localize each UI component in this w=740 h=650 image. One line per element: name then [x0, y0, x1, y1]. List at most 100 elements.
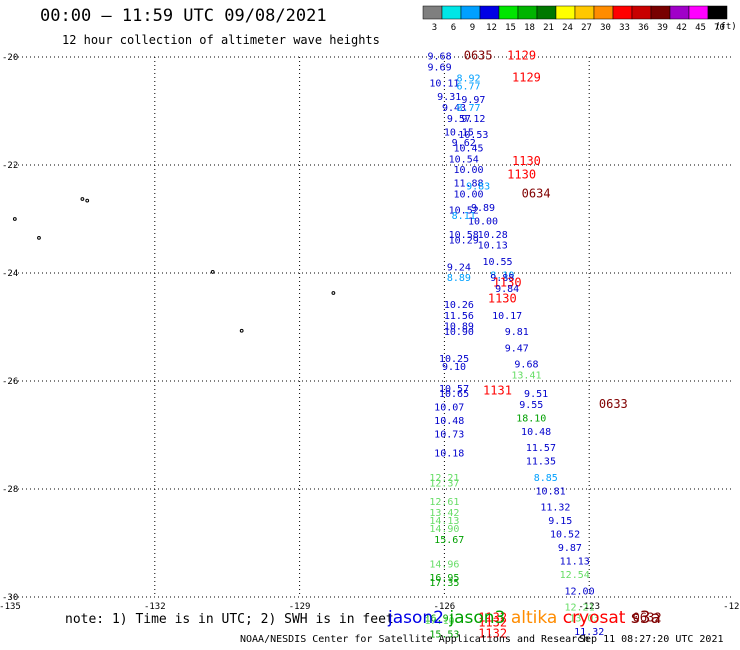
legend-swatch	[593, 5, 614, 20]
wave-height-label: 10.53	[458, 130, 488, 141]
x-tick-label: -120	[723, 602, 740, 612]
satellite-cryosat: cryosat	[562, 608, 626, 628]
wave-height-label: 9.97	[461, 95, 485, 106]
wave-height-label: 15.53	[429, 630, 459, 641]
legend-swatch-label: 9	[470, 23, 475, 33]
wave-height-label: 10.07	[434, 403, 464, 414]
legend-swatch	[612, 5, 633, 20]
wave-height-label: 8.92	[456, 73, 480, 84]
wave-height-label: 13.42	[429, 508, 459, 519]
wave-height-label: 9.89	[471, 203, 495, 214]
island-marker	[210, 270, 215, 274]
x-tick-label: -135	[0, 602, 21, 612]
wave-height-label: 10.73	[434, 430, 464, 441]
legend-swatch-label: 36	[638, 23, 649, 33]
wave-height-label: 9.43	[442, 103, 466, 114]
legend-unit: (ft)	[715, 22, 737, 32]
x-tick-label: -126	[434, 602, 456, 612]
wave-height-label: 10.89	[444, 322, 474, 333]
footer-timestamp: Sep 11 08:27:20 UTC 2021	[579, 634, 724, 645]
wave-height-label: 9.47	[505, 343, 529, 354]
wave-height-label: 10.00	[468, 216, 498, 227]
wave-height-label: 10.11	[429, 79, 459, 90]
y-tick-label: -28	[2, 485, 18, 495]
wave-height-label: 11.57	[526, 443, 556, 454]
wave-height-label: 1132	[478, 610, 507, 624]
wave-height-label: 12.54	[560, 570, 590, 581]
wave-height-label: 1130	[507, 168, 536, 182]
wave-height-label: 10.52	[449, 206, 479, 217]
legend-swatch-label: 39	[657, 23, 668, 33]
wave-height-label: 12.21	[429, 473, 459, 484]
legend-swatch	[422, 5, 443, 20]
wave-height-label: 16.95	[429, 573, 459, 584]
wave-height-label: 9.81	[505, 327, 529, 338]
chart-subtitle: 12 hour collection of altimeter wave hei…	[62, 33, 380, 47]
wave-height-label: 10.18	[434, 449, 464, 460]
wave-height-label: 8.11	[452, 211, 476, 222]
x-tick-label: -129	[289, 602, 311, 612]
x-tick-label: -123	[578, 602, 600, 612]
legend-swatch-label: 15	[505, 23, 516, 33]
wave-height-label: 11.32	[540, 503, 570, 514]
satellite-jason2: jason2	[388, 608, 444, 628]
wave-height-label: 6.77	[456, 81, 480, 92]
legend-swatch	[574, 5, 595, 20]
wave-height-label: 10.15	[444, 127, 474, 138]
footer-note: note: 1) Time is in UTC; 2) SWH is in fe…	[65, 612, 394, 627]
wave-height-label: 10.55	[482, 257, 512, 268]
y-tick-label: -26	[2, 377, 18, 387]
wave-height-label: 10.58	[449, 230, 479, 241]
island-marker	[37, 236, 41, 240]
wave-height-label: 10.48	[434, 416, 464, 427]
legend-swatch-label: 12	[486, 23, 497, 33]
legend-swatch-label: 70	[714, 23, 725, 33]
wave-height-label: 13.03	[569, 613, 599, 624]
wave-height-label: 9.55	[519, 400, 543, 411]
wave-height-label: 10.00	[453, 165, 483, 176]
legend-swatch-label: 33	[619, 23, 630, 33]
legend-swatch	[707, 5, 728, 20]
wave-height-label: 0635	[464, 49, 493, 63]
wave-height-label: 11.32	[574, 627, 604, 638]
wave-height-label: 0632	[633, 610, 662, 624]
wave-height-label: 17.10	[425, 616, 455, 627]
footer-credit: NOAA/NESDIS Center for Satellite Applica…	[240, 634, 590, 645]
wave-height-label: 11.56	[444, 311, 474, 322]
wave-height-label: 10.65	[439, 389, 469, 400]
wave-height-label: 9.24	[447, 262, 471, 273]
legend-swatch	[517, 5, 538, 20]
wave-height-label: 9.51	[524, 389, 548, 400]
wave-height-label: 10.54	[449, 154, 479, 165]
wave-height-label: 9.31	[437, 92, 461, 103]
island-marker	[331, 291, 336, 295]
wave-height-label: 10.25	[439, 354, 469, 365]
wave-height-label: 10.90	[444, 327, 474, 338]
y-tick-label: -20	[2, 53, 18, 63]
legend-swatch-label: 18	[524, 23, 535, 33]
legend-swatch	[441, 5, 462, 20]
wave-height-label: 0633	[599, 397, 628, 411]
wave-height-label: 9.68	[514, 360, 538, 371]
wave-height-label: 9.88	[490, 273, 514, 284]
wave-height-label: 10.48	[521, 427, 551, 438]
satellite-legend: jason2 jason3 altika cryosat s3a	[388, 608, 661, 628]
wave-height-label: 1132	[478, 616, 507, 630]
wave-height-label: 11.13	[560, 557, 590, 568]
wave-height-label: 10.28	[478, 230, 508, 241]
legend-swatch	[536, 5, 557, 20]
wave-height-label: 1130	[493, 276, 522, 290]
wave-height-label: 9.57	[447, 114, 471, 125]
legend-swatch-label: 45	[695, 23, 706, 33]
wave-height-label: 10.52	[550, 530, 580, 541]
wave-height-label: 11.88	[453, 179, 483, 190]
chart-title: 00:00 – 11:59 UTC 09/08/2021	[40, 6, 327, 26]
wave-height-label: 1131	[483, 384, 512, 398]
y-tick-label: -24	[2, 269, 18, 279]
wave-height-label: 8.85	[534, 473, 558, 484]
island-marker	[80, 197, 85, 201]
legend-swatch	[631, 5, 652, 20]
wave-height-label: 10.57	[439, 384, 469, 395]
wave-height-label: 9.10	[442, 362, 466, 373]
